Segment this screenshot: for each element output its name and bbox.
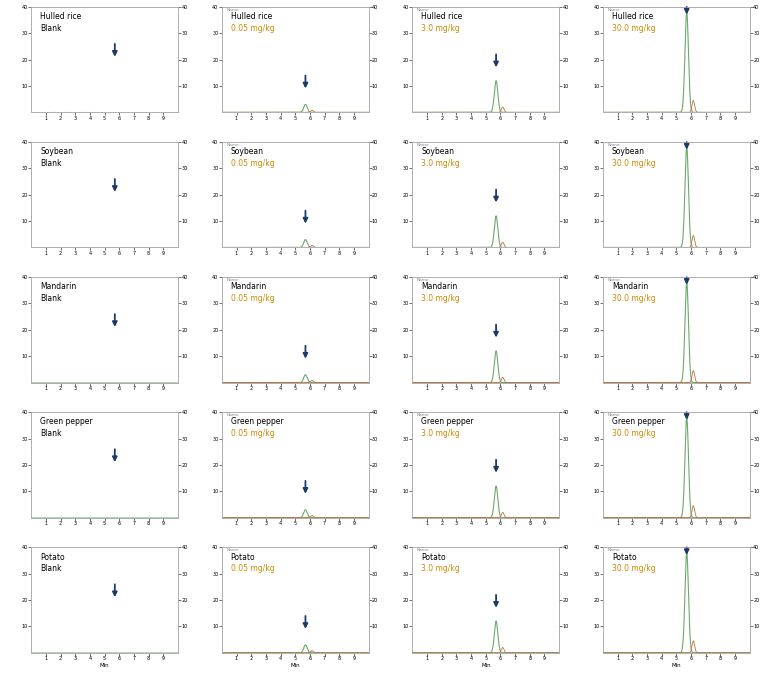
Text: Mandarin: Mandarin [421, 282, 458, 291]
Text: Name: Name [417, 278, 430, 282]
Text: Soybean: Soybean [40, 147, 73, 156]
Text: 0.05 mg/kg: 0.05 mg/kg [230, 159, 274, 168]
Text: Soybean: Soybean [612, 147, 645, 156]
Text: Hulled rice: Hulled rice [421, 12, 462, 21]
Text: 30.0 mg/kg: 30.0 mg/kg [612, 24, 655, 33]
Text: Blank: Blank [40, 294, 62, 303]
Text: Mandarin: Mandarin [230, 282, 267, 291]
Text: 30.0 mg/kg: 30.0 mg/kg [612, 564, 655, 573]
Text: Name: Name [417, 413, 430, 418]
Text: 3.0 mg/kg: 3.0 mg/kg [421, 294, 460, 303]
Text: 0.05 mg/kg: 0.05 mg/kg [230, 564, 274, 573]
Text: Name: Name [226, 8, 239, 12]
Text: Name: Name [226, 413, 239, 418]
Text: Mandarin: Mandarin [612, 282, 648, 291]
Text: Name: Name [608, 143, 620, 147]
Text: Blank: Blank [40, 159, 62, 168]
Text: Potato: Potato [612, 553, 637, 562]
Text: 3.0 mg/kg: 3.0 mg/kg [421, 24, 460, 33]
Text: 0.05 mg/kg: 0.05 mg/kg [230, 294, 274, 303]
Text: Blank: Blank [40, 24, 62, 33]
Text: Name: Name [608, 278, 620, 282]
Text: Name: Name [417, 143, 430, 147]
Text: 0.05 mg/kg: 0.05 mg/kg [230, 24, 274, 33]
X-axis label: Min: Min [100, 663, 109, 668]
Text: Hulled rice: Hulled rice [612, 12, 653, 21]
Text: Blank: Blank [40, 429, 62, 438]
Text: 0.05 mg/kg: 0.05 mg/kg [230, 429, 274, 438]
Text: Potato: Potato [421, 553, 446, 562]
Text: Potato: Potato [40, 553, 65, 562]
Text: Soybean: Soybean [421, 147, 455, 156]
Text: Name: Name [608, 548, 620, 552]
Text: Green pepper: Green pepper [40, 418, 93, 426]
Text: 30.0 mg/kg: 30.0 mg/kg [612, 159, 655, 168]
Text: Name: Name [417, 548, 430, 552]
Text: Green pepper: Green pepper [612, 418, 665, 426]
Text: Blank: Blank [40, 564, 62, 573]
Text: Name: Name [226, 548, 239, 552]
Text: Hulled rice: Hulled rice [230, 12, 272, 21]
X-axis label: Min: Min [481, 663, 490, 668]
Text: Name: Name [226, 143, 239, 147]
Text: Hulled rice: Hulled rice [40, 12, 81, 21]
X-axis label: Min: Min [291, 663, 300, 668]
Text: Name: Name [608, 8, 620, 12]
X-axis label: Min: Min [672, 663, 681, 668]
Text: Green pepper: Green pepper [230, 418, 284, 426]
Text: Name: Name [417, 8, 430, 12]
Text: 3.0 mg/kg: 3.0 mg/kg [421, 429, 460, 438]
Text: 3.0 mg/kg: 3.0 mg/kg [421, 564, 460, 573]
Text: 30.0 mg/kg: 30.0 mg/kg [612, 294, 655, 303]
Text: 30.0 mg/kg: 30.0 mg/kg [612, 429, 655, 438]
Text: Name: Name [226, 278, 239, 282]
Text: Potato: Potato [230, 553, 255, 562]
Text: Name: Name [608, 413, 620, 418]
Text: Soybean: Soybean [230, 147, 264, 156]
Text: 3.0 mg/kg: 3.0 mg/kg [421, 159, 460, 168]
Text: Mandarin: Mandarin [40, 282, 77, 291]
Text: Green pepper: Green pepper [421, 418, 474, 426]
